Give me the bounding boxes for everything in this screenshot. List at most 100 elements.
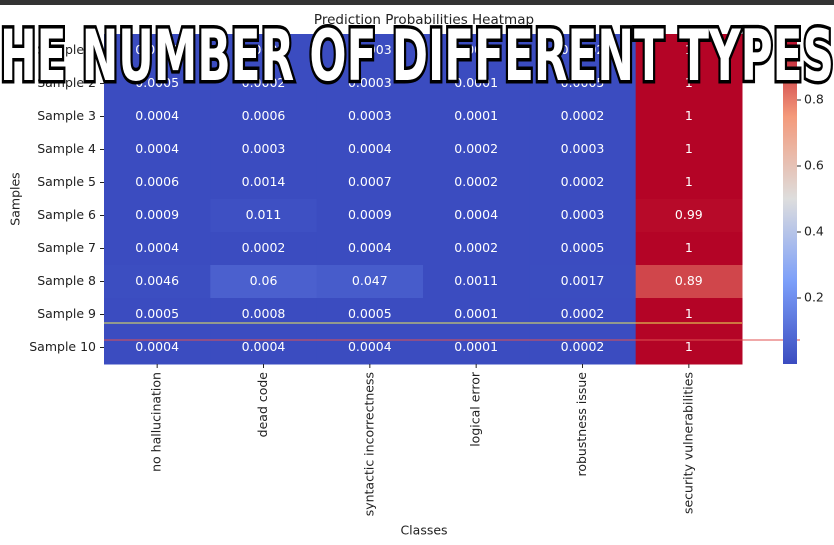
heatmap-cell <box>210 298 318 332</box>
heatmap-cell <box>423 100 530 134</box>
heatmap-cell <box>529 265 637 299</box>
cell-label: 0.0002 <box>561 42 605 57</box>
cell-label: 0.0002 <box>561 339 605 354</box>
cell-label: 0.0001 <box>454 42 498 57</box>
cell-label: 0.99 <box>675 207 703 222</box>
cell-label: 0.0017 <box>561 273 605 288</box>
cell-label: 0.011 <box>246 207 282 222</box>
heatmap-cell <box>529 232 637 266</box>
heatmap-cell <box>210 133 318 167</box>
y-tick-label: Sample 5 <box>37 174 96 189</box>
heatmap-cell <box>423 34 530 68</box>
cell-label: 1 <box>685 339 693 354</box>
cell-label: 0.0005 <box>348 306 392 321</box>
cell-label: 0.0003 <box>348 108 392 123</box>
heatmap-cell <box>635 265 743 299</box>
y-tick-label: Sample 4 <box>37 141 96 156</box>
cell-label: 0.0006 <box>242 108 286 123</box>
heatmap-cell <box>423 265 530 299</box>
cell-label: 0.0005 <box>135 306 179 321</box>
heatmap-cell <box>210 166 318 200</box>
cell-label: 0.0004 <box>242 339 286 354</box>
heatmap-cell <box>635 133 743 167</box>
cell-label: 0.0004 <box>135 240 179 255</box>
cell-label: 0.0002 <box>242 240 286 255</box>
x-tick-label: logical error <box>468 371 483 447</box>
heatmap-cell <box>423 298 530 332</box>
colorbar <box>783 34 797 364</box>
cell-label: 0.0001 <box>454 75 498 90</box>
heatmap-cell <box>529 331 637 365</box>
cell-label: 1 <box>685 75 693 90</box>
heatmap-cell <box>529 34 637 68</box>
cell-label: 0.0009 <box>348 207 392 222</box>
cell-label: 0.0002 <box>561 174 605 189</box>
cell-label: 0.0003 <box>242 42 286 57</box>
heatmap-cell <box>635 232 743 266</box>
cell-label: 0.0004 <box>135 339 179 354</box>
y-tick-label: Sample 3 <box>37 108 96 123</box>
y-tick-label: Sample 6 <box>37 207 96 222</box>
heatmap-cell <box>316 331 424 365</box>
heatmap-cell <box>529 100 637 134</box>
heatmap-cell <box>316 199 424 233</box>
heatmap-cell <box>423 166 530 200</box>
heatmap-cell <box>316 298 424 332</box>
heatmap-cell <box>529 166 637 200</box>
heatmap-cell <box>635 331 743 365</box>
cell-label: 0.0003 <box>348 75 392 90</box>
heatmap-cell <box>316 34 424 68</box>
cell-label: 1 <box>685 141 693 156</box>
heatmap-cell <box>529 298 637 332</box>
cell-label: 0.0001 <box>454 306 498 321</box>
heatmap-cell <box>104 298 211 332</box>
x-axis-label: Classes <box>400 523 447 538</box>
heatmap-cell <box>423 133 530 167</box>
overlay-caption: HE NUMBER OF DIFFERENT TYPES <box>0 15 834 97</box>
chart-title: Prediction Probabilities Heatmap <box>314 12 534 28</box>
heatmap-cell <box>423 199 530 233</box>
heatmap-cell <box>316 133 424 167</box>
heatmap-cell <box>635 199 743 233</box>
heatmap-cell <box>635 67 743 101</box>
top-bar <box>0 0 834 5</box>
cell-label: 0.0002 <box>561 306 605 321</box>
heatmap-cell <box>210 34 318 68</box>
cell-label: 0.0002 <box>561 108 605 123</box>
cell-label: 0.0008 <box>242 306 286 321</box>
cell-label: 0.0002 <box>454 141 498 156</box>
cell-label: 1 <box>685 108 693 123</box>
cell-label: 1 <box>685 306 693 321</box>
heatmap-cell <box>316 166 424 200</box>
heatmap-cell <box>635 100 743 134</box>
heatmap-cell <box>210 100 318 134</box>
y-axis-label: Samples <box>8 172 23 225</box>
colorbar-tick-label: 0.4 <box>804 224 824 239</box>
heatmap-cell <box>104 100 211 134</box>
heatmap-cell <box>423 67 530 101</box>
colorbar-tick-label: 0.6 <box>804 158 824 173</box>
y-tick-label: Sample 7 <box>37 240 96 255</box>
cell-label: 0.0006 <box>135 174 179 189</box>
cell-label: 1 <box>685 240 693 255</box>
cell-label: 0.0011 <box>454 273 498 288</box>
y-tick-label: Sample 9 <box>37 306 96 321</box>
cell-label: 0.0046 <box>135 273 179 288</box>
heatmap-cell <box>529 199 637 233</box>
cell-label: 0.0003 <box>561 207 605 222</box>
heatmap-cell <box>210 232 318 266</box>
cell-label: 0.0001 <box>454 108 498 123</box>
cell-label: 0.0014 <box>242 174 286 189</box>
x-tick-label: robustness issue <box>574 372 589 477</box>
heatmap-cell <box>635 298 743 332</box>
cell-label: 0.89 <box>675 273 703 288</box>
cell-label: 0.0003 <box>242 141 286 156</box>
heatmap-cell <box>104 166 211 200</box>
x-tick-label: no hallucination <box>149 372 164 472</box>
heatmap-cell <box>316 232 424 266</box>
heatmap: 0.0004 0.0003 0.0003 0.0001 0.0002 1 0.0005 0.0… <box>104 34 743 365</box>
heatmap-cell <box>104 133 211 167</box>
cell-label: 1 <box>685 174 693 189</box>
cell-label: 0.047 <box>352 273 388 288</box>
